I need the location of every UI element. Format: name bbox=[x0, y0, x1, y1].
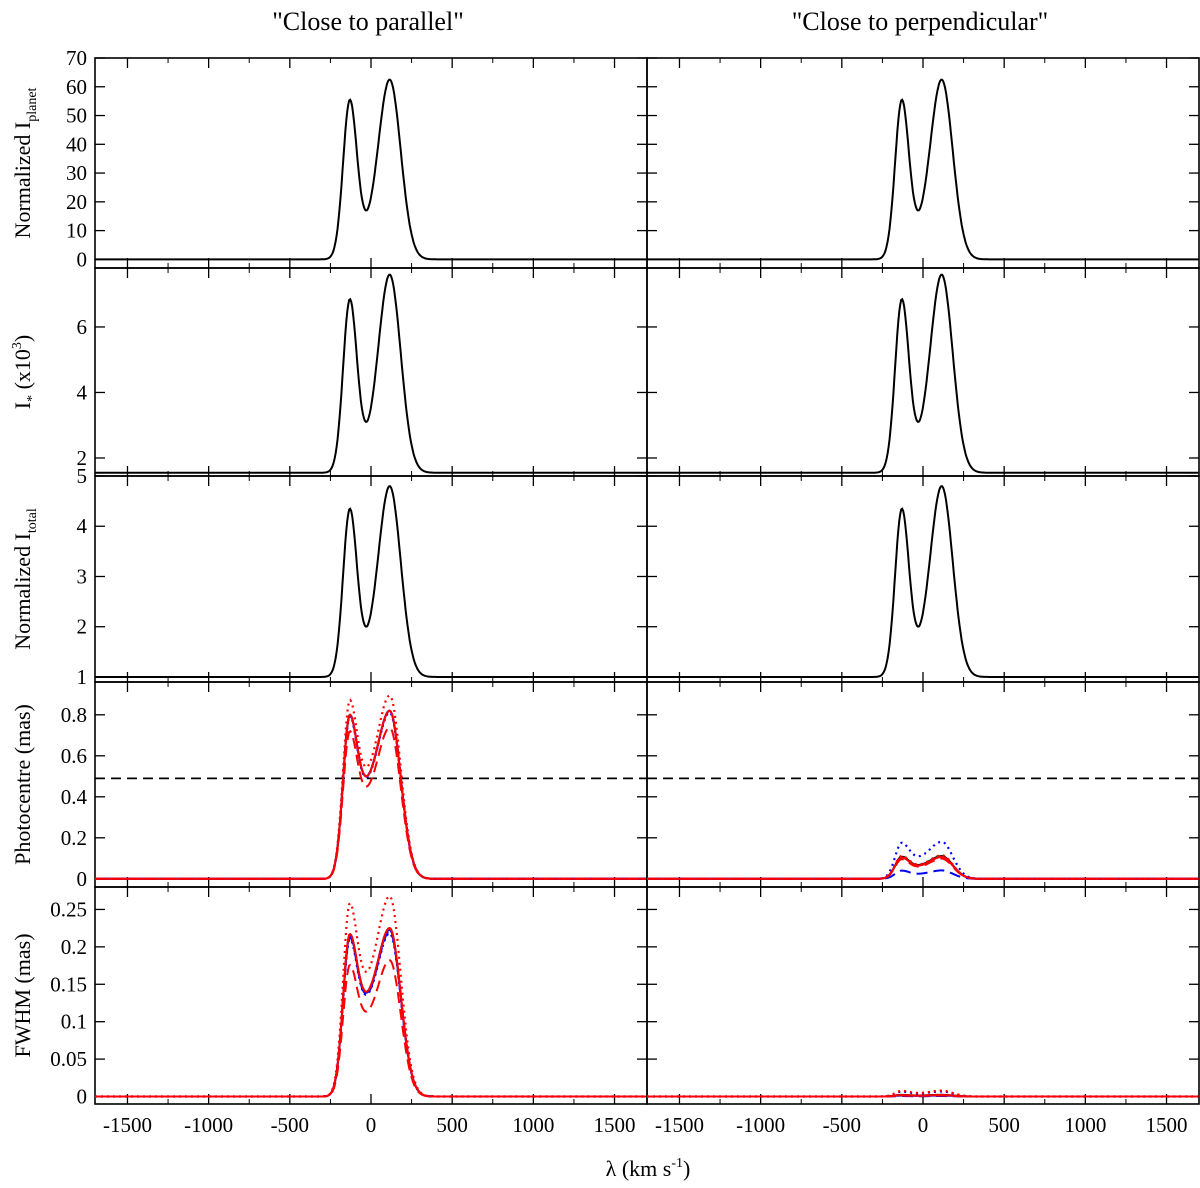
panel-frame bbox=[646, 57, 1200, 269]
series-blue-dotted bbox=[95, 932, 647, 1098]
x-tick-label: 0 bbox=[366, 1113, 377, 1137]
series-blue-dashed bbox=[95, 930, 647, 1098]
y-axis-label-istar: I* (x103) bbox=[10, 335, 40, 409]
series-red-dotted bbox=[647, 854, 1199, 880]
panel-itotal-parallel: 1 2 3 4 5 bbox=[77, 464, 648, 689]
column-title-right: "Close to perpendicular" bbox=[792, 7, 1049, 36]
x-axis-label: λ (km s-1) bbox=[606, 1156, 691, 1181]
x-tick-label: 0 bbox=[918, 1113, 929, 1137]
panel-iplanet-parallel: 0 10 20 30 40 50 60 70 bbox=[66, 46, 648, 271]
y-tick-label: 70 bbox=[66, 46, 87, 70]
y-tick-label: 0 bbox=[77, 1085, 88, 1109]
series-red-dotted bbox=[647, 1089, 1199, 1098]
series-i-star bbox=[95, 273, 647, 474]
series-red-dashed bbox=[647, 857, 1199, 880]
y-tick-label: 4 bbox=[77, 514, 88, 538]
x-tick-label: -1500 bbox=[103, 1113, 152, 1137]
y-tick-label: 0.05 bbox=[50, 1047, 87, 1071]
y-tick-label: 30 bbox=[66, 161, 87, 185]
series-blue-solid bbox=[95, 928, 647, 1098]
y-tick-label: 0.2 bbox=[61, 826, 87, 850]
y-tick-label: 0.2 bbox=[61, 935, 87, 959]
y-axis-label-photocentre: Photocentre (mas) bbox=[10, 704, 35, 865]
series-blue-dashed bbox=[95, 709, 647, 880]
y-tick-label: 6 bbox=[77, 315, 88, 339]
series-i-planet bbox=[95, 78, 647, 261]
panel-frame bbox=[94, 681, 648, 888]
panel-frame bbox=[646, 475, 1200, 683]
y-tick-label: 50 bbox=[66, 104, 87, 128]
series-blue-solid bbox=[95, 709, 647, 880]
series-model bbox=[647, 855, 1199, 880]
y-tick-label: 20 bbox=[66, 190, 87, 214]
series-red-solid bbox=[95, 927, 647, 1098]
x-tick-label: 1500 bbox=[594, 1113, 636, 1137]
x-tick-label: -1000 bbox=[736, 1113, 785, 1137]
y-axis-label-itotal: Normalized Itotal bbox=[10, 508, 40, 650]
panel-istar-parallel: 2 4 6 bbox=[77, 267, 648, 477]
series-model bbox=[95, 709, 647, 880]
y-tick-label: 4 bbox=[77, 380, 88, 404]
panel-fwhm-perpendicular: -1500 -1000 -500 0 500 1000 1500 bbox=[646, 886, 1200, 1137]
panel-photocentre-parallel: 0 0.2 0.4 0.6 0.8 bbox=[61, 681, 648, 891]
y-tick-label: 1 bbox=[77, 665, 88, 689]
x-tick-label: 1000 bbox=[512, 1113, 554, 1137]
series-model bbox=[95, 927, 647, 1098]
panel-frame bbox=[646, 267, 1200, 477]
y-tick-label: 3 bbox=[77, 564, 88, 588]
series-blue-solid bbox=[647, 856, 1199, 880]
x-tick-label: -1000 bbox=[184, 1113, 233, 1137]
panel-frame bbox=[94, 475, 648, 683]
series-i-total bbox=[647, 485, 1199, 678]
y-tick-label: 0.1 bbox=[61, 1010, 87, 1034]
panel-fwhm-parallel: 0 0.05 0.1 0.15 0.2 0.25 -1500 -1000 -500 0 500 100… bbox=[50, 886, 648, 1137]
y-tick-label: 2 bbox=[77, 615, 88, 639]
series-red-solid bbox=[95, 709, 647, 880]
y-tick-label: 0.15 bbox=[50, 972, 87, 996]
series-i-star bbox=[647, 273, 1199, 474]
series-red-dotted bbox=[95, 895, 647, 1098]
y-tick-label: 0.25 bbox=[50, 897, 87, 921]
y-tick-label: 0 bbox=[77, 867, 88, 891]
y-tick-label: 60 bbox=[66, 75, 87, 99]
y-tick-label: 0.4 bbox=[61, 785, 88, 809]
y-axis-label-fwhm: FWHM (mas) bbox=[10, 933, 35, 1057]
y-tick-label: 0.6 bbox=[61, 744, 87, 768]
y-tick-label: 10 bbox=[66, 219, 87, 243]
series-i-total bbox=[95, 485, 647, 678]
series-red-dotted bbox=[95, 694, 647, 880]
panel-frame bbox=[646, 681, 1200, 888]
panel-frame bbox=[94, 267, 648, 477]
series-blue-dotted bbox=[95, 711, 647, 880]
series-i-planet bbox=[647, 78, 1199, 261]
panel-photocentre-perpendicular bbox=[646, 681, 1200, 888]
panel-frame bbox=[94, 886, 648, 1105]
x-tick-label: 1000 bbox=[1064, 1113, 1106, 1137]
panel-iplanet-perpendicular bbox=[646, 57, 1200, 269]
panel-itotal-perpendicular bbox=[646, 475, 1200, 683]
y-tick-label: 2 bbox=[77, 446, 88, 470]
column-title-left: "Close to parallel" bbox=[272, 7, 464, 36]
series-red-dashed bbox=[95, 959, 647, 1098]
series-red-dashed bbox=[95, 726, 647, 880]
series-red-solid bbox=[647, 856, 1199, 880]
x-tick-label: -1500 bbox=[655, 1113, 704, 1137]
y-tick-label: 40 bbox=[66, 132, 87, 156]
x-tick-label: 1500 bbox=[1146, 1113, 1188, 1137]
panel-frame bbox=[646, 886, 1200, 1105]
x-tick-label: -500 bbox=[823, 1113, 862, 1137]
x-tick-label: 500 bbox=[988, 1113, 1020, 1137]
y-tick-label: 0 bbox=[77, 247, 88, 271]
panel-istar-perpendicular bbox=[646, 267, 1200, 477]
x-tick-label: -500 bbox=[271, 1113, 310, 1137]
y-tick-label: 0.8 bbox=[61, 703, 87, 727]
panel-frame bbox=[94, 57, 648, 269]
y-tick-label: 5 bbox=[77, 464, 88, 488]
x-tick-label: 500 bbox=[436, 1113, 468, 1137]
y-axis-label-iplanet: Normalized Iplanet bbox=[10, 87, 40, 238]
